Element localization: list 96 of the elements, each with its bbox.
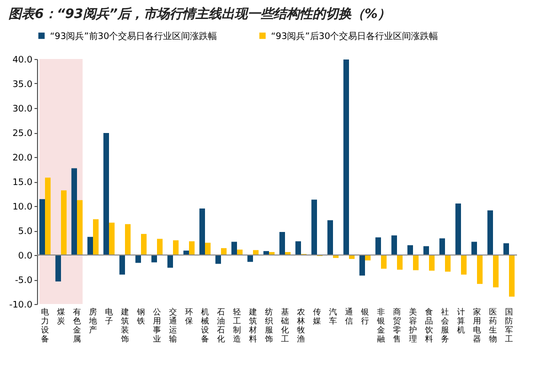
bar xyxy=(477,255,483,284)
y-tick-label: -5.0 xyxy=(14,276,33,286)
bar xyxy=(45,178,51,255)
bar xyxy=(103,132,109,255)
bar xyxy=(461,255,467,275)
bar xyxy=(135,255,141,263)
bar xyxy=(439,238,445,255)
x-tick-label: 建筑装饰 xyxy=(120,308,129,344)
x-tick-label: 公用事业 xyxy=(153,308,161,344)
x-tick-label: 交通运输 xyxy=(169,308,177,344)
bar xyxy=(215,255,221,264)
x-tick-label: 环保 xyxy=(185,308,193,326)
x-tick-label: 轻工制造 xyxy=(233,308,241,344)
x-tick-label: 房地产 xyxy=(88,308,97,334)
chart-title: 图表6：“93阅兵”后，市场行情主线出现一些结构性的切换（%） xyxy=(8,6,391,22)
bar xyxy=(455,204,461,255)
bar xyxy=(279,232,285,255)
y-tick-label: 10.0 xyxy=(12,202,33,212)
bar xyxy=(413,255,419,270)
x-tick-label: 电力设备 xyxy=(41,308,49,344)
y-tick-label: 35.0 xyxy=(12,80,33,90)
x-tick-label: 商贸零售 xyxy=(393,308,401,344)
x-tick-label: 煤炭 xyxy=(57,308,65,326)
bar xyxy=(487,210,493,255)
bar xyxy=(71,168,77,255)
x-tick-label: 医药生物 xyxy=(489,308,497,344)
bar xyxy=(167,255,173,268)
bar xyxy=(93,219,99,255)
bar xyxy=(381,255,387,269)
bar xyxy=(231,242,237,255)
bar xyxy=(493,255,499,288)
x-tick-label: 建筑材料 xyxy=(248,308,257,344)
x-tick-label: 家用电器 xyxy=(473,308,481,344)
bar xyxy=(87,236,93,255)
y-tick-label: 30.0 xyxy=(12,104,33,114)
x-tick-label: 有色金属 xyxy=(73,308,81,344)
bar xyxy=(429,255,435,271)
bar xyxy=(221,248,227,255)
bar xyxy=(119,255,125,275)
bar xyxy=(311,200,317,255)
bar xyxy=(189,241,195,255)
bar xyxy=(151,255,157,262)
bar xyxy=(397,255,403,270)
x-tick-label: 基础化工 xyxy=(280,308,289,344)
x-tick-label: 通信 xyxy=(345,308,353,326)
bar xyxy=(423,246,429,255)
x-tick-label: 机械设备 xyxy=(201,308,209,344)
bar xyxy=(199,208,205,255)
bar xyxy=(503,243,509,255)
legend-label: “93阅兵”前30个交易日各行业区间涨跌幅 xyxy=(50,30,218,42)
bar xyxy=(55,255,61,282)
bar xyxy=(125,224,131,255)
y-tick-label: 5.0 xyxy=(18,227,33,237)
x-tick-label: 石油石化 xyxy=(217,308,225,344)
y-tick-label: 15.0 xyxy=(12,178,33,188)
x-tick-label: 汽车 xyxy=(329,308,337,326)
x-tick-label: 电子 xyxy=(105,308,113,326)
bar xyxy=(39,199,45,255)
legend-label: “93阅兵”后30个交易日各行业区间涨跌幅 xyxy=(271,30,438,42)
y-tick-label: -10.0 xyxy=(9,300,33,310)
y-tick-label: 0.0 xyxy=(18,252,33,262)
bar xyxy=(157,238,163,255)
x-tick-label: 食品饮料 xyxy=(424,308,433,344)
bar xyxy=(509,255,515,297)
bar xyxy=(77,200,83,255)
x-tick-label: 传媒 xyxy=(313,308,321,326)
x-tick-label: 非银金融 xyxy=(376,308,385,344)
y-tick-label: 40.0 xyxy=(12,56,33,66)
bar xyxy=(253,250,259,255)
bar xyxy=(375,237,381,255)
bar xyxy=(343,59,349,255)
bar xyxy=(327,220,333,255)
bar xyxy=(359,255,365,276)
bar xyxy=(471,242,477,255)
x-tick-label: 计算机 xyxy=(457,308,465,334)
x-tick-label: 国防军工 xyxy=(505,308,513,344)
bar xyxy=(141,234,147,255)
x-tick-label: 社会服务 xyxy=(441,308,449,344)
bar xyxy=(173,240,179,255)
x-tick-label: 银行 xyxy=(360,308,369,326)
bar xyxy=(391,235,397,255)
x-tick-label: 农林牧渔 xyxy=(296,308,305,344)
bar xyxy=(237,250,243,255)
bar xyxy=(445,255,451,272)
y-tick-label: 20.0 xyxy=(12,154,33,164)
bar xyxy=(61,190,67,255)
bar xyxy=(247,255,253,262)
bar xyxy=(205,242,211,255)
x-tick-label: 美容护理 xyxy=(408,308,417,344)
x-tick-label: 钢铁 xyxy=(136,308,145,326)
bar xyxy=(365,255,371,260)
x-tick-label: 纺织服饰 xyxy=(264,308,273,344)
y-tick-label: 25.0 xyxy=(12,129,33,139)
bar xyxy=(407,245,413,255)
bar xyxy=(109,222,115,255)
bar xyxy=(295,241,301,255)
